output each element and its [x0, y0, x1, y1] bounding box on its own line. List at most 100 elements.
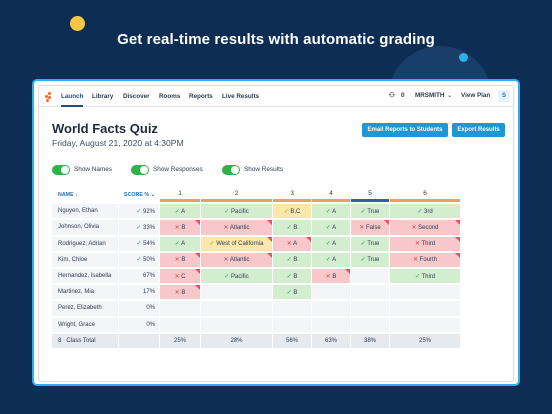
answer-cell[interactable]: [312, 317, 350, 332]
answer-cell[interactable]: ✓ B,C: [273, 204, 311, 219]
answer-cell[interactable]: ✕ B: [160, 252, 200, 267]
answer-cell[interactable]: ✕ Third: [390, 236, 460, 251]
answer-cell[interactable]: ✓ Third: [390, 268, 460, 284]
score-column-header[interactable]: SCORE % ⌄: [119, 188, 159, 202]
answer-cell[interactable]: [312, 285, 350, 300]
answer-cell[interactable]: [160, 317, 200, 332]
answer-text: B: [293, 257, 298, 264]
student-name[interactable]: Nguyen, Ethan: [52, 204, 118, 219]
table-row: Wright, Grace 0%: [52, 317, 460, 332]
partial-check-icon: ✓: [209, 241, 217, 248]
answer-cell[interactable]: [201, 301, 272, 316]
answer-cell[interactable]: ✓ Pacific: [201, 268, 272, 284]
toggle-label: Show Responses: [153, 166, 203, 173]
partial-check-icon: ✓: [283, 208, 291, 215]
avatar[interactable]: S: [498, 90, 510, 102]
name-column-header[interactable]: NAME ↓: [52, 188, 118, 202]
student-name[interactable]: Perez, Elizabeth: [52, 301, 118, 316]
socrative-logo-icon[interactable]: [45, 92, 53, 102]
answer-cell[interactable]: ✕ C: [160, 268, 200, 284]
answer-cell[interactable]: [390, 285, 460, 300]
student-score: ✓ 54%: [119, 236, 159, 251]
email-reports-button[interactable]: Email Reports to Students: [362, 123, 448, 137]
score-value: 50%: [142, 257, 155, 264]
student-name[interactable]: Martinez, Mia: [52, 285, 118, 300]
nav-discover[interactable]: Discover: [123, 93, 150, 100]
answer-cell[interactable]: ✓ B: [273, 268, 311, 284]
student-name[interactable]: Johnson, Olivia: [52, 220, 118, 235]
answer-cell[interactable]: [390, 301, 460, 316]
nav-rooms[interactable]: Rooms: [159, 93, 181, 100]
toggle-switch[interactable]: [222, 165, 240, 175]
answer-text: B: [293, 273, 298, 280]
question-header-1[interactable]: 1: [160, 188, 200, 203]
student-name[interactable]: Rodriguez, Adrian: [52, 236, 118, 251]
toggle-switch[interactable]: [131, 165, 149, 175]
answer-cell[interactable]: ✕ Atlantic: [201, 220, 272, 235]
answer-cell[interactable]: [160, 301, 200, 316]
x-icon: ✕: [223, 257, 230, 264]
answer-cell[interactable]: [351, 285, 389, 300]
nav-launch[interactable]: Launch: [61, 93, 84, 107]
answer-cell[interactable]: ✓ True: [351, 236, 389, 251]
student-name[interactable]: Hernandez, Isabella: [52, 268, 118, 284]
answer-cell[interactable]: ✓ A: [312, 236, 350, 251]
answer-cell[interactable]: ✓ B: [273, 285, 311, 300]
answer-cell[interactable]: ✓ West of California: [201, 236, 272, 251]
question-header-6[interactable]: 6: [390, 188, 460, 203]
student-name[interactable]: Kim, Chloe: [52, 252, 118, 267]
people-icon[interactable]: ⚇: [389, 92, 395, 99]
answer-cell[interactable]: ✓ A: [312, 220, 350, 235]
name-header-label: NAME: [58, 192, 74, 199]
answer-cell[interactable]: ✓ Pacific: [201, 204, 272, 219]
question-header-3[interactable]: 3: [273, 188, 311, 203]
answer-cell[interactable]: ✕ B: [160, 220, 200, 235]
score-value: 17%: [142, 289, 155, 296]
answer-cell[interactable]: [201, 285, 272, 300]
export-results-button[interactable]: Export Results: [452, 123, 505, 137]
answer-cell[interactable]: ✓ B: [273, 252, 311, 267]
answer-cell[interactable]: ✕ Fourth: [390, 252, 460, 267]
answer-cell[interactable]: ✓ True: [351, 252, 389, 267]
student-name[interactable]: Wright, Grace: [52, 317, 118, 332]
check-icon: ✓: [325, 208, 333, 215]
nav-live-results[interactable]: Live Results: [222, 93, 260, 100]
nav-reports[interactable]: Reports: [189, 93, 213, 100]
answer-cell[interactable]: [273, 301, 311, 316]
answer-cell[interactable]: ✓ A: [312, 204, 350, 219]
answer-cell[interactable]: [201, 317, 272, 332]
answer-cell[interactable]: ✕ Atlantic: [201, 252, 272, 267]
answer-cell[interactable]: ✓ A: [312, 252, 350, 267]
answer-cell[interactable]: ✕ B: [160, 285, 200, 300]
answer-cell[interactable]: ✓ A: [160, 236, 200, 251]
question-header-2[interactable]: 2: [201, 188, 272, 203]
nav-library[interactable]: Library: [92, 93, 114, 100]
answer-text: A: [332, 208, 337, 215]
answer-text: Fourth: [419, 257, 438, 264]
check-icon: ✓: [136, 224, 143, 231]
question-header-4[interactable]: 4: [312, 188, 350, 203]
check-icon: ✓: [325, 224, 333, 231]
answer-cell[interactable]: [312, 301, 350, 316]
view-plan-link[interactable]: View Plan: [461, 92, 491, 99]
chevron-down-icon[interactable]: ⌄: [447, 92, 453, 99]
toggle-switch[interactable]: [52, 165, 70, 175]
answer-cell[interactable]: ✕ False: [351, 220, 389, 235]
answer-cell[interactable]: [390, 317, 460, 332]
answer-cell[interactable]: [351, 317, 389, 332]
answer-cell[interactable]: ✓ True: [351, 204, 389, 219]
answer-cell[interactable]: [351, 301, 389, 316]
answer-cell[interactable]: ✕ Second: [390, 220, 460, 235]
answer-cell[interactable]: [351, 268, 389, 284]
answer-cell[interactable]: ✕ B: [312, 268, 350, 284]
answer-cell[interactable]: ✓ 3rd: [390, 204, 460, 219]
answer-cell[interactable]: ✓ A: [160, 204, 200, 219]
answer-cell[interactable]: ✓ B: [273, 220, 311, 235]
answer-cell[interactable]: [273, 317, 311, 332]
x-icon: ✕: [325, 273, 333, 280]
answer-cell[interactable]: ✕ A: [273, 236, 311, 251]
check-icon: ✓: [417, 208, 425, 215]
question-header-5[interactable]: 5: [351, 188, 389, 203]
decor-dot-yellow: [70, 16, 85, 31]
user-menu[interactable]: MRSMITH: [415, 92, 445, 99]
